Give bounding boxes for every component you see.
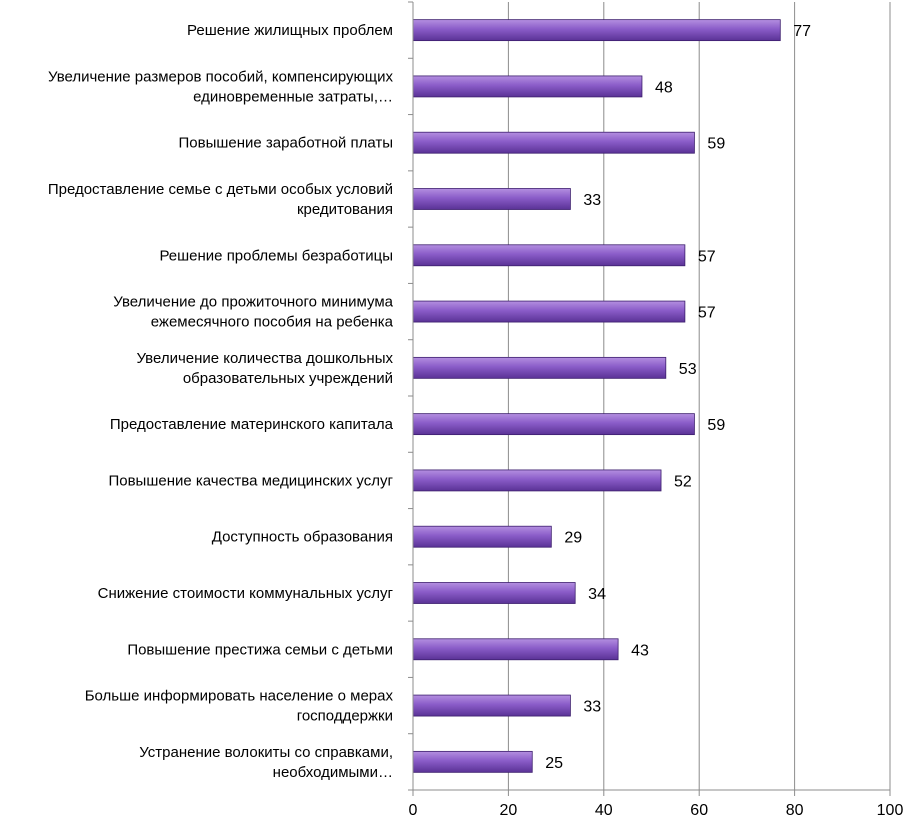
category-label: Устранение волокиты со справками, необход… bbox=[139, 744, 393, 781]
category-label: Увеличение до прожиточного минимума ежеме… bbox=[113, 294, 393, 331]
bar bbox=[412, 413, 695, 436]
data-label: 77 bbox=[793, 23, 811, 40]
category-label: Повышение престижа семьи с детьми bbox=[127, 641, 393, 658]
category-label: Увеличение размеров пособий, компенсирую… bbox=[48, 68, 393, 105]
data-label: 25 bbox=[545, 755, 563, 772]
x-tick-label: 80 bbox=[786, 802, 804, 819]
category-label: Повышение заработной платы bbox=[178, 135, 393, 152]
data-label: 59 bbox=[707, 136, 725, 153]
category-label: Предоставление семье с детьми особых усл… bbox=[48, 181, 393, 218]
value-labels: 77 48 59 33 57 57 53 59 52 29 34 43 33 25 bbox=[545, 23, 811, 772]
data-label: 52 bbox=[674, 473, 692, 490]
bar bbox=[412, 356, 667, 379]
data-label: 29 bbox=[564, 530, 582, 547]
bar bbox=[412, 19, 781, 42]
data-label: 43 bbox=[631, 642, 649, 659]
data-label: 33 bbox=[583, 699, 601, 716]
category-label: Увеличение количества дошкольных образова… bbox=[136, 350, 393, 387]
bar bbox=[412, 188, 571, 210]
category-labels: Решение жилищных проблем Увеличение разме… bbox=[48, 22, 394, 781]
bar bbox=[412, 469, 662, 492]
category-label: Решение проблемы безработицы bbox=[159, 247, 393, 264]
category-label: Снижение стоимости коммунальных услуг bbox=[98, 585, 394, 602]
category-label: Доступность образования bbox=[212, 529, 393, 546]
bar bbox=[412, 244, 686, 267]
x-tick-label: 20 bbox=[500, 802, 518, 819]
data-label: 59 bbox=[707, 417, 725, 434]
bar bbox=[412, 75, 643, 98]
category-label: Предоставление материнского капитала bbox=[110, 416, 394, 433]
data-label: 53 bbox=[679, 361, 697, 378]
bars bbox=[412, 19, 781, 773]
x-tick-label: 40 bbox=[595, 802, 613, 819]
bar bbox=[412, 694, 571, 717]
data-label: 34 bbox=[588, 586, 606, 603]
x-axis: 0 20 40 60 80 100 bbox=[408, 1, 904, 819]
category-label: Больше информировать население о мерах го… bbox=[85, 688, 394, 725]
bar bbox=[412, 300, 686, 323]
bar bbox=[412, 638, 619, 661]
x-tick-label: 60 bbox=[690, 802, 708, 819]
data-label: 48 bbox=[655, 79, 673, 96]
bar bbox=[412, 525, 552, 548]
bar bbox=[412, 582, 576, 604]
data-label: 33 bbox=[583, 192, 601, 209]
category-label: Решение жилищных проблем bbox=[187, 22, 393, 39]
x-tick-label: 0 bbox=[409, 802, 418, 819]
data-label: 57 bbox=[698, 305, 716, 322]
bar bbox=[412, 750, 533, 773]
category-label: Повышение качества медицинских услуг bbox=[108, 472, 393, 489]
gridlines bbox=[507, 2, 891, 790]
x-tick-label: 100 bbox=[877, 802, 904, 819]
data-label: 57 bbox=[698, 248, 716, 265]
bar bbox=[412, 131, 695, 154]
